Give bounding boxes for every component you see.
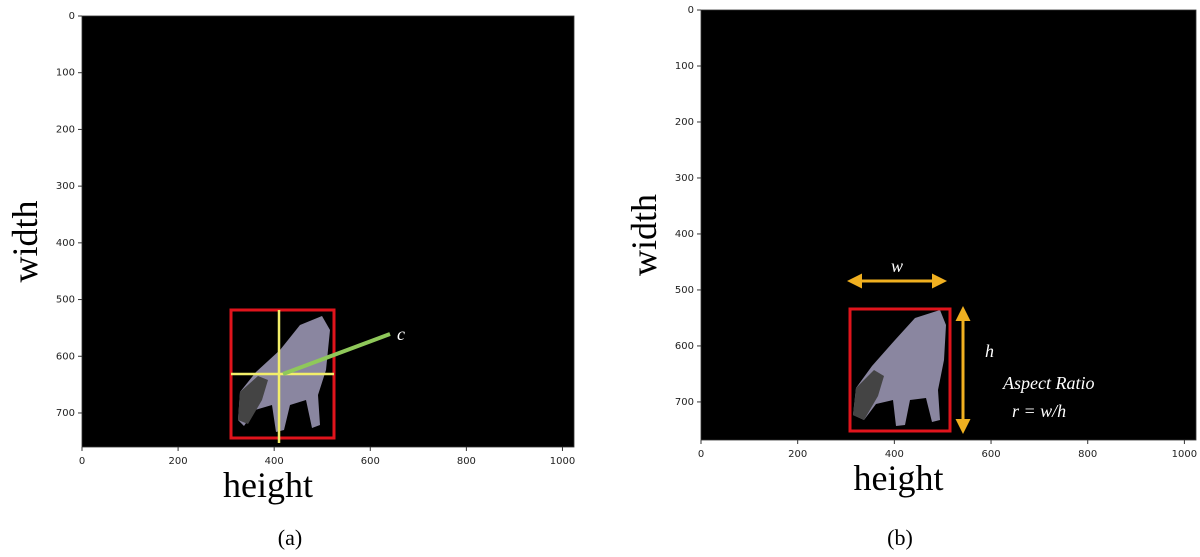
y-tick-label: 400 — [675, 229, 694, 240]
y-tick-label: 200 — [56, 124, 75, 135]
x-tick-label: 600 — [361, 456, 380, 467]
caption: (b) — [887, 525, 913, 550]
y-tick-label: 500 — [675, 285, 694, 296]
aspect-title: Aspect Ratio — [1002, 373, 1094, 393]
x-tick-label: 400 — [885, 449, 904, 460]
y-tick-label: 200 — [675, 117, 694, 128]
center-label: c — [397, 324, 405, 344]
aspect-formula: r = w/h — [1012, 401, 1066, 421]
x-tick-label: 600 — [981, 449, 1000, 460]
y-tick-label: 500 — [56, 295, 75, 306]
h-label: h — [985, 341, 994, 361]
y-tick-label: 300 — [56, 181, 75, 192]
x-tick-label: 800 — [1078, 449, 1097, 460]
x-tick-label: 0 — [698, 449, 704, 460]
x-tick-label: 400 — [265, 456, 284, 467]
axes-frame — [81, 15, 575, 448]
center-pointer — [282, 332, 391, 376]
caption: (a) — [278, 525, 302, 550]
bbox-b — [848, 307, 952, 433]
y-tick-label: 600 — [675, 341, 694, 352]
y-tick-label: 100 — [56, 68, 75, 79]
cow-b — [853, 310, 946, 426]
y-tick-label: 300 — [675, 173, 694, 184]
y-tick-label: 400 — [56, 238, 75, 249]
axes-frame — [700, 9, 1197, 441]
y-tick-label: 0 — [688, 5, 694, 16]
x-tick-label: 800 — [457, 456, 476, 467]
y-tick-label: 600 — [56, 351, 75, 362]
x-tick-label: 0 — [79, 456, 85, 467]
y-axis-label: width — [624, 194, 664, 276]
x-tick-label: 1000 — [550, 456, 575, 467]
x-axis-label: height — [854, 458, 944, 498]
x-axis-label: height — [223, 465, 313, 505]
y-axis-label: width — [5, 200, 45, 282]
x-tick-label: 200 — [169, 456, 188, 467]
image-a — [82, 16, 574, 447]
x-tick-label: 200 — [788, 449, 807, 460]
y-tick-label: 700 — [675, 397, 694, 408]
y-tick-label: 0 — [69, 11, 75, 22]
y-tick-label: 100 — [675, 61, 694, 72]
x-tick-label: 1000 — [1172, 449, 1197, 460]
y-tick-label: 700 — [56, 408, 75, 419]
w-label: w — [891, 256, 903, 276]
